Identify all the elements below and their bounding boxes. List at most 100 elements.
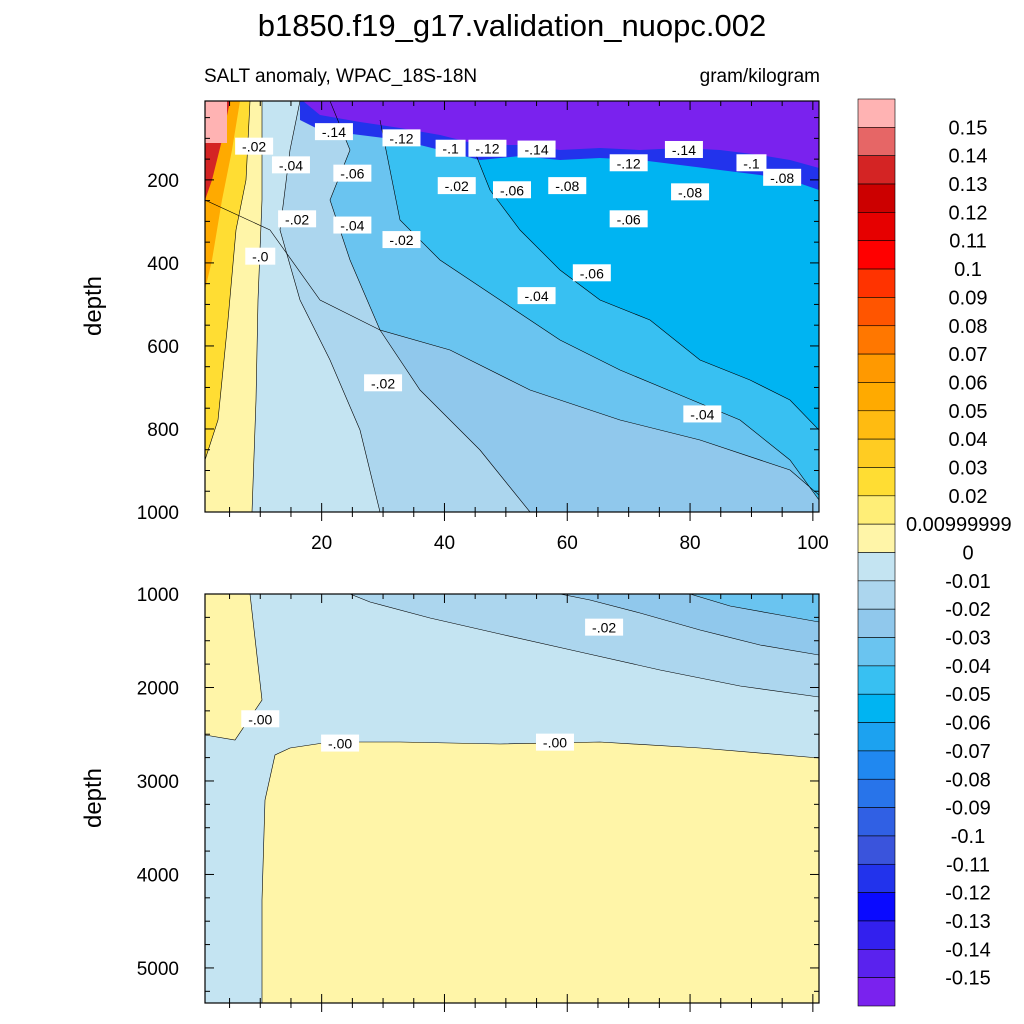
contour-label-text: -.12: [389, 130, 413, 146]
lower-x-ticks: [229, 594, 814, 1012]
contour-label-box: [517, 287, 556, 305]
lower-contour-field: [205, 594, 819, 1003]
upper-contour-line: [205, 101, 251, 461]
y-tick-label: 3000: [137, 772, 179, 793]
contour-label-box: [609, 154, 648, 172]
colorbar-swatch: [857, 382, 896, 412]
contour-label-box: [609, 210, 648, 228]
contour-label-box: [763, 168, 802, 186]
contour-label-box: [333, 216, 372, 234]
colorbar-label: -0.03: [945, 628, 991, 650]
colorbar-swatch: [857, 949, 896, 978]
colorbar-swatch: [857, 552, 896, 582]
colorbar-label: -0.12: [945, 883, 991, 905]
contour-label-text: -.08: [678, 184, 702, 200]
contour-label-text: -.04: [524, 288, 548, 304]
upper-y-axis-label: depth: [80, 276, 107, 336]
colorbar-label: 0.09: [949, 287, 988, 309]
colorbar-label: 0: [962, 543, 973, 565]
contour-label-text: -.02: [592, 620, 616, 636]
contour-label-box: [683, 405, 722, 423]
contour-label-text: -.02: [389, 232, 413, 248]
contour-label-text: -.04: [279, 157, 303, 173]
contour-label-text: -.14: [672, 142, 696, 158]
colorbar-swatch: [857, 693, 896, 723]
contour-label-box: [333, 164, 372, 182]
colorbar-label: -0.05: [945, 684, 991, 706]
region-pink: [205, 101, 227, 143]
y-tick-label: 4000: [137, 865, 179, 886]
subtitle-right: gram/kilogram: [700, 66, 820, 87]
colorbar-swatch: [857, 183, 896, 213]
contour-label-box: [493, 181, 531, 199]
contour-label-box: [382, 129, 421, 147]
contour-label: -.14: [664, 140, 703, 158]
colorbar-label: -0.15: [945, 968, 991, 990]
contour-label-box: [278, 210, 317, 228]
contour-label-text: -.02: [371, 375, 395, 391]
contour-label-text: -.00: [248, 711, 272, 727]
contour-label: -.04: [517, 287, 556, 305]
colorbar-label: 0.1: [954, 259, 982, 281]
contour-label: -.12: [468, 139, 507, 157]
contour-label: -.08: [763, 168, 802, 186]
colorbar-swatch: [857, 807, 896, 837]
contour-label-text: -.06: [617, 211, 641, 227]
y-tick-label: 400: [147, 254, 179, 275]
contour-label-box: [548, 177, 587, 195]
y-tick-label: 2000: [137, 678, 179, 699]
colorbar-label: 0.08: [949, 316, 988, 338]
colorbar-label: 0.13: [949, 174, 988, 196]
colorbar-swatch: [857, 325, 896, 355]
contour-label: -.04: [271, 156, 310, 174]
upper-contour-line: [251, 101, 263, 512]
contour-label: -.06: [493, 181, 531, 199]
contour-label-text: -.02: [242, 139, 266, 155]
contour-label-text: -.06: [500, 182, 524, 198]
colorbar-swatch: [857, 778, 896, 808]
contour-label: -.1: [736, 154, 767, 172]
contour-label: -.02: [278, 210, 317, 228]
y-tick-label: 1000: [137, 585, 179, 606]
contour-label: -.02: [235, 137, 274, 155]
colorbar-swatch: [857, 523, 896, 553]
contour-label-text: -.14: [524, 142, 548, 158]
x-tick-label: 20: [311, 533, 332, 554]
colorbar-label: -0.02: [945, 599, 991, 621]
contour-label: -.08: [671, 183, 710, 201]
contour-label-text: -.1: [743, 155, 760, 171]
chart-title: b1850.f19_g17.validation_nuopc.002: [258, 8, 767, 43]
contour-label-box: [382, 231, 421, 249]
colorbar-label: -0.07: [945, 741, 991, 763]
contour-label-box: [585, 618, 624, 636]
colorbar-label: 0.14: [949, 146, 988, 168]
contour-label-text: -.12: [617, 155, 641, 171]
region-blue-lower: [690, 594, 819, 622]
contour-label-box: [671, 183, 710, 201]
contour-label-text: -.1: [442, 141, 459, 157]
y-tick-label: 200: [147, 171, 179, 192]
colorbar-swatch: [857, 297, 896, 327]
contour-label-text: -.0: [252, 249, 269, 265]
contour-label: -.04: [683, 405, 722, 423]
contour-label: -.12: [382, 129, 421, 147]
lower-y-ticks: 1000 2000 3000 4000 5000: [137, 585, 819, 992]
colorbar-swatch: [857, 637, 896, 667]
colorbar-swatch: [857, 212, 896, 242]
contour-label-box: [235, 137, 274, 155]
colorbar-swatch: [857, 863, 896, 893]
contour-label-text: -.12: [475, 141, 499, 157]
colorbar-swatch: [857, 410, 896, 440]
contour-label-box: [435, 139, 466, 157]
colorbar-swatch: [857, 127, 896, 156]
contour-label-box: [664, 140, 703, 158]
contour-label: -.00: [535, 733, 574, 751]
colorbar-swatch: [857, 580, 896, 610]
contour-label: -.1: [435, 139, 466, 157]
colorbar-label: 0.03: [949, 457, 988, 479]
colorbar-label: 0.05: [949, 401, 988, 423]
y-tick-label: 1000: [137, 503, 179, 524]
colorbar-swatch: [857, 722, 896, 752]
contour-label-text: -.06: [340, 166, 364, 182]
